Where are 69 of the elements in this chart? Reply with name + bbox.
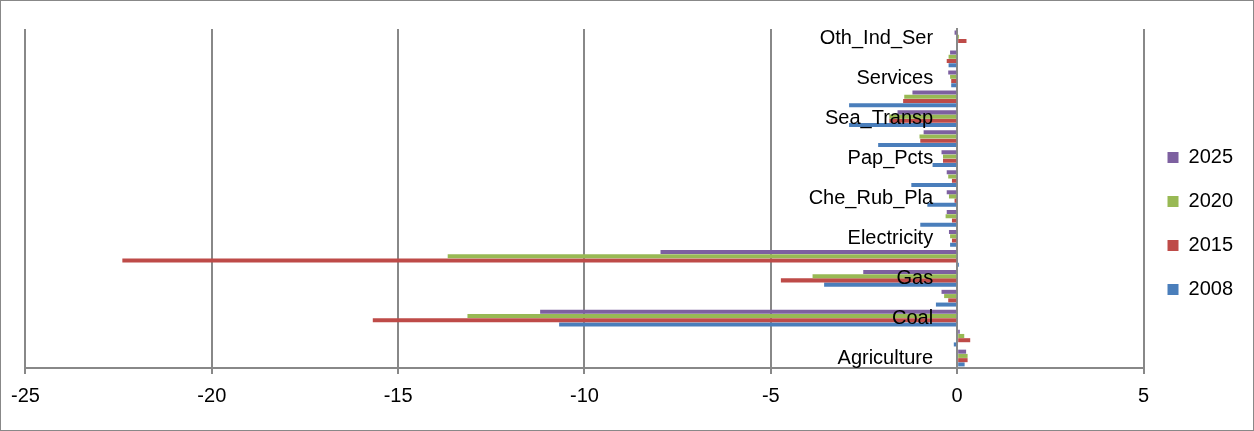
- bar: [950, 50, 957, 55]
- y-tick-label: Pap_Pcts: [847, 146, 934, 170]
- bar: [660, 249, 957, 254]
- bar: [948, 174, 957, 179]
- bar: [958, 349, 967, 354]
- bar: [958, 338, 971, 343]
- bar: [948, 63, 957, 68]
- y-tick-label: Sea_Transp: [824, 106, 934, 130]
- legend-label: 2020: [1188, 189, 1234, 212]
- y-tick-label: Che_Rub_Pla: [808, 186, 935, 210]
- bar: [950, 234, 957, 239]
- y-tick-label: Electricity: [847, 225, 934, 248]
- x-tick-label: 0: [951, 383, 963, 406]
- bar: [948, 298, 957, 303]
- y-tick-label: Gas: [896, 265, 934, 288]
- legend-label: 2025: [1188, 145, 1234, 168]
- bar: [932, 162, 957, 167]
- bar: [958, 362, 965, 367]
- bar: [958, 39, 967, 44]
- y-tick-label: Agriculture: [837, 345, 934, 368]
- bar: [944, 294, 957, 299]
- bar: [951, 83, 957, 88]
- bar: [946, 170, 957, 175]
- bar: [923, 130, 957, 135]
- bar: [951, 78, 957, 83]
- x-tick-label: -5: [761, 383, 780, 406]
- bar: [950, 242, 957, 247]
- bar: [948, 54, 957, 59]
- x-tick-label: -10: [570, 383, 599, 406]
- x-tick-label: 5: [1137, 383, 1150, 406]
- bar: [903, 98, 957, 103]
- bar: [849, 103, 957, 108]
- bar: [946, 190, 957, 195]
- bar: [946, 210, 957, 215]
- bar: [951, 218, 957, 223]
- bar: [958, 353, 968, 358]
- bar: [904, 94, 957, 99]
- bar: [447, 254, 957, 259]
- bar: [958, 333, 965, 338]
- bar: [946, 59, 957, 64]
- bar: [935, 302, 957, 307]
- bar: [824, 282, 957, 287]
- bar: [941, 150, 957, 155]
- bar: [920, 138, 957, 143]
- x-tick-label: -20: [197, 383, 227, 406]
- x-tick-label: -15: [383, 383, 413, 406]
- bar: [122, 258, 957, 263]
- x-tick-label: -25: [11, 383, 40, 406]
- bar: [919, 134, 957, 139]
- bar: [945, 214, 957, 219]
- bar: [951, 178, 957, 183]
- bar: [958, 358, 968, 363]
- bar: [920, 222, 957, 227]
- bar: [948, 70, 957, 75]
- bar: [941, 289, 957, 294]
- bar: [878, 143, 957, 148]
- bar: [948, 230, 957, 235]
- legend-label: 2015: [1188, 233, 1234, 256]
- legend-label: 2008: [1188, 277, 1234, 300]
- bar: [950, 74, 957, 79]
- bar: [951, 238, 957, 243]
- bar: [911, 182, 957, 187]
- y-tick-label: Services: [856, 66, 934, 89]
- y-tick-label: Oth_Ind_Ser: [819, 26, 934, 50]
- bar: [943, 154, 957, 159]
- bar: [559, 322, 957, 327]
- bar: [943, 158, 957, 163]
- bar: [912, 90, 957, 95]
- bar: [948, 194, 957, 199]
